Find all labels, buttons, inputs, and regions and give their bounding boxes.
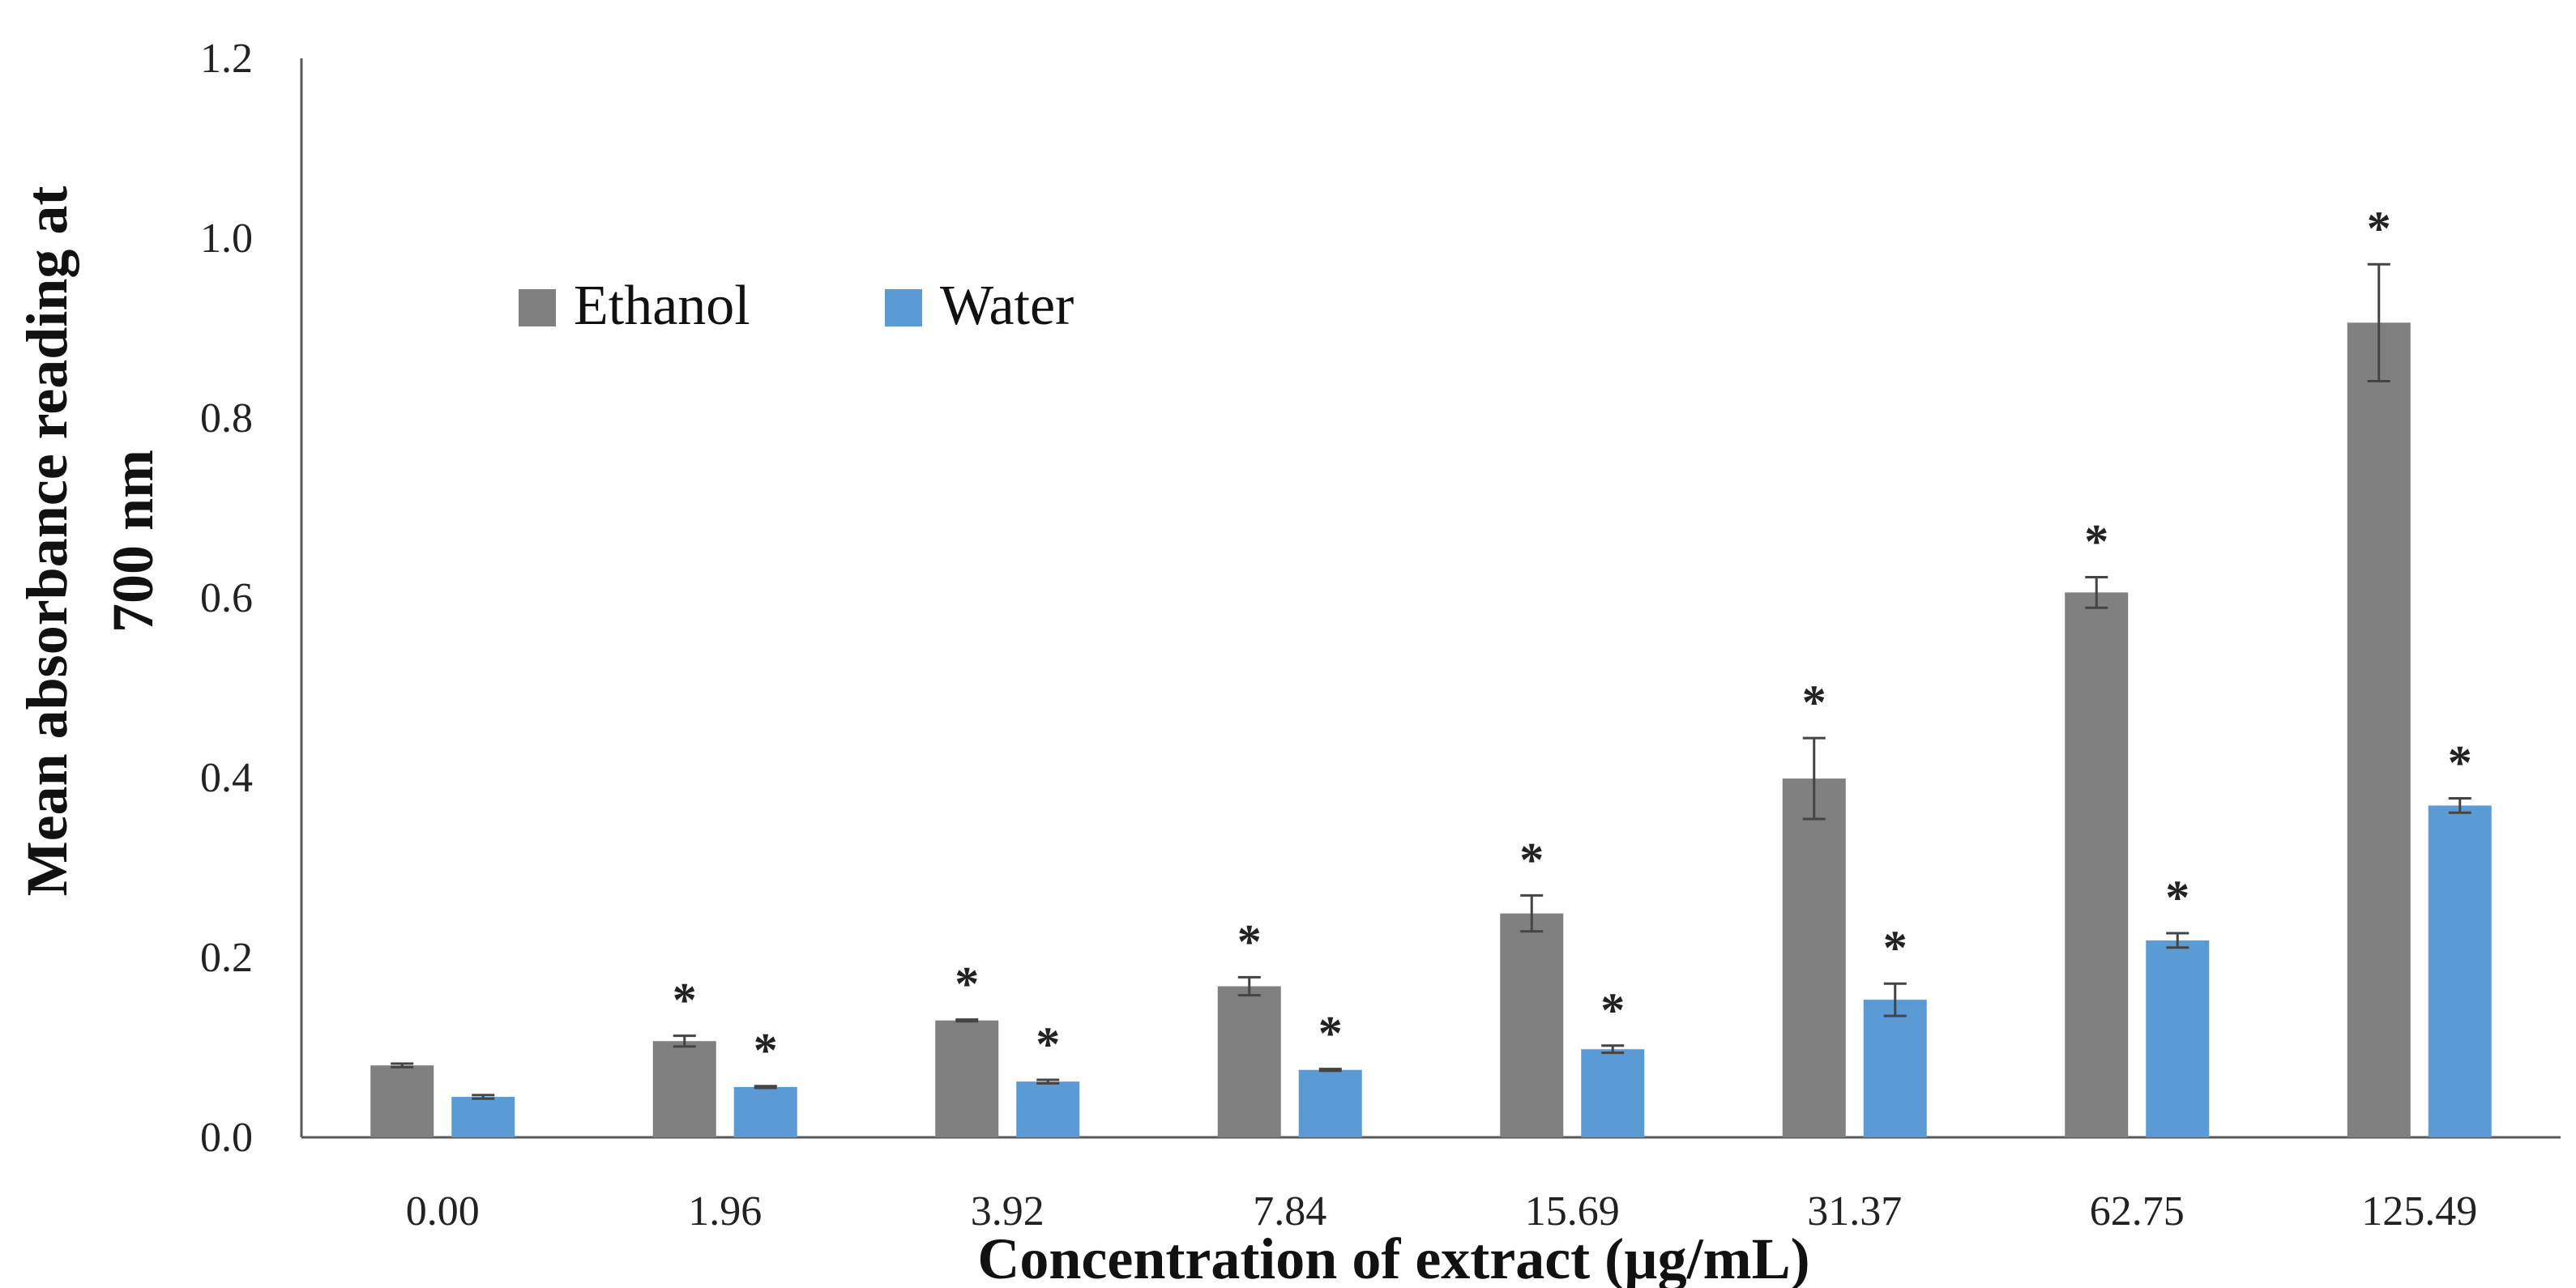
- ethanol-bar: [1500, 913, 1564, 1137]
- significance-marker: *: [955, 957, 979, 1011]
- x-tick-label: 7.84: [1253, 1188, 1326, 1235]
- significance-marker: *: [2084, 514, 2108, 568]
- significance-marker: *: [673, 974, 697, 1027]
- significance-marker: *: [1237, 915, 1262, 968]
- y-tick-label: 0.2: [200, 935, 253, 981]
- y-tick-label: 0.6: [200, 575, 253, 621]
- ethanol-legend-swatch: [519, 289, 556, 326]
- x-tick-label: 125.49: [2361, 1188, 2477, 1235]
- x-tick-label: 15.69: [1525, 1188, 1620, 1235]
- y-axis-title-line2: 700 nm: [100, 450, 165, 633]
- ethanol-bar: [2347, 322, 2411, 1138]
- y-tick-label: 1.2: [200, 36, 253, 82]
- significance-marker: *: [1802, 676, 1826, 729]
- y-axis-title-line1: Mean absorbance reading at: [15, 186, 79, 897]
- water-bar: [1298, 1069, 1362, 1137]
- x-tick-label: 1.96: [688, 1188, 762, 1235]
- x-tick-label: 31.37: [1807, 1188, 1902, 1235]
- ethanol-bar: [370, 1065, 434, 1137]
- significance-marker: *: [2165, 871, 2189, 924]
- x-tick-label: 3.92: [971, 1188, 1044, 1235]
- water-legend-swatch: [885, 289, 922, 326]
- water-bar: [1581, 1049, 1645, 1137]
- significance-marker: *: [1318, 1007, 1343, 1060]
- chart-marks: 0.0 0.2 0.4 0.6 0.8 1.0 1.2 0.00 * * 1.96 * * 3.92 * * 7…: [15, 36, 2561, 1288]
- ethanol-bar: [1782, 778, 1846, 1137]
- significance-marker: *: [1600, 983, 1625, 1037]
- water-bar: [451, 1097, 515, 1137]
- water-bar: [2146, 940, 2210, 1137]
- ethanol-bar: [935, 1020, 999, 1137]
- significance-marker: *: [754, 1024, 778, 1077]
- x-tick-label: 0.00: [406, 1188, 480, 1235]
- y-tick-label: 0.4: [200, 755, 253, 801]
- ethanol-bar: [2065, 592, 2129, 1137]
- ethanol-bar: [652, 1041, 716, 1137]
- significance-marker: *: [1519, 833, 1544, 886]
- y-tick-label: 0.8: [200, 395, 253, 441]
- water-bar: [1863, 1000, 1927, 1137]
- water-bar: [2428, 805, 2492, 1137]
- y-tick-label: 1.0: [200, 215, 253, 262]
- water-legend-label: Water: [940, 275, 1074, 337]
- significance-marker: *: [2367, 202, 2391, 255]
- ethanol-legend-label: Ethanol: [574, 275, 750, 337]
- ethanol-bar: [1217, 986, 1281, 1137]
- significance-marker: *: [1883, 921, 1907, 975]
- y-tick-label: 0.0: [200, 1115, 253, 1161]
- significance-marker: *: [1036, 1017, 1060, 1071]
- significance-marker: *: [2448, 736, 2472, 790]
- water-bar: [1016, 1081, 1080, 1137]
- water-bar: [733, 1086, 797, 1137]
- x-tick-label: 62.75: [2090, 1188, 2185, 1235]
- x-axis-title: Concentration of extract (µg/mL): [977, 1226, 1809, 1288]
